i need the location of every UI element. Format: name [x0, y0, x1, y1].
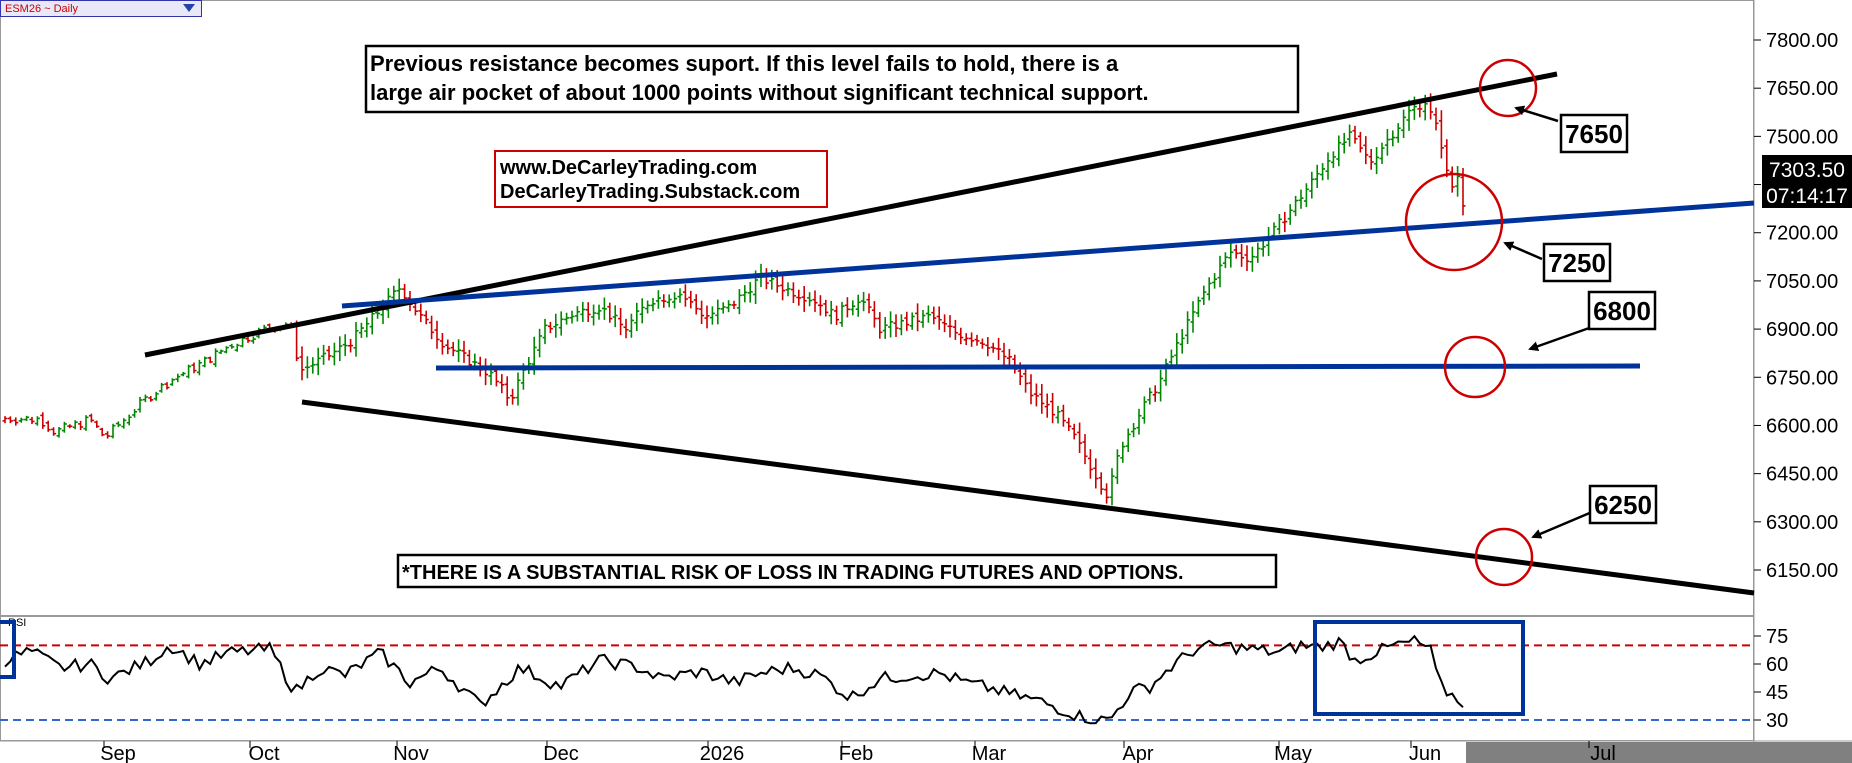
rsi-panel-frame: [0, 616, 1754, 741]
price-tick-label: 6750.00: [1766, 367, 1838, 389]
price-tick-label: 7050.00: [1766, 271, 1838, 293]
current-price-label: [1762, 155, 1852, 182]
rsi-highlight-box: [1313, 620, 1525, 716]
upper-channel-line: [144, 71, 1558, 358]
disclaimer-box: [396, 553, 1278, 589]
arrow-6250: [1531, 510, 1593, 539]
rsi-line: [4, 634, 1464, 725]
price-tick-label: 7800.00: [1766, 30, 1838, 52]
price-tick-label: 6450.00: [1766, 464, 1838, 486]
month-label: Jul: [1590, 743, 1616, 763]
chevron-down-icon[interactable]: [183, 4, 195, 12]
symbol-selector[interactable]: ESM26 ~ Daily: [0, 0, 202, 17]
current-price: 7303.50: [1769, 159, 1845, 182]
countdown-label: [1762, 182, 1852, 208]
month-label: Apr: [1122, 743, 1153, 763]
price-tick-label: 7500.00: [1766, 126, 1838, 148]
note-line-2: large air pocket of about 1000 points wi…: [370, 80, 1149, 105]
price-axis: 6150.00 6300.00 6450.00 6600.00 6750.00 6900.…: [1754, 30, 1838, 582]
lower-channel-line: [301, 399, 1755, 596]
website-line-2: DeCarleyTrading.Substack.com: [500, 181, 800, 203]
support-line-6800: [435, 363, 1641, 371]
month-label: Jun: [1409, 743, 1441, 763]
month-label: Feb: [839, 743, 873, 763]
target-circle-6800: [1443, 335, 1507, 399]
rsi-tick-label: 75: [1766, 626, 1788, 648]
website-box: [494, 150, 828, 208]
callout-box-7250: [1542, 242, 1612, 283]
month-label: Dec: [543, 743, 579, 763]
disclaimer-text: *THERE IS A SUBSTANTIAL RISK OF LOSS IN …: [402, 562, 1184, 584]
price-tick-label: 7200.00: [1766, 223, 1838, 245]
arrow-6800: [1528, 325, 1593, 352]
target-circle-7650: [1478, 58, 1538, 118]
month-label: Nov: [393, 743, 429, 763]
price-tick-label: 6600.00: [1766, 415, 1838, 437]
price-tick-label: 6900.00: [1766, 319, 1838, 341]
month-label: Mar: [972, 743, 1007, 763]
price-tick-label: 6300.00: [1766, 512, 1838, 534]
price-tick-label: 6150.00: [1766, 560, 1838, 582]
symbol-label: ESM26 ~ Daily: [5, 3, 79, 15]
callout-7250: 7250: [1548, 248, 1606, 278]
countdown: 07:14:17: [1766, 185, 1848, 208]
month-label: Oct: [248, 743, 280, 763]
callout-box-7650: [1559, 113, 1629, 154]
callout-box-6800: [1587, 290, 1657, 331]
rsi-tick-label: 60: [1766, 654, 1788, 676]
note-box: [364, 44, 1300, 114]
rsi-highlight-left: [0, 620, 16, 679]
callout-7650: 7650: [1565, 119, 1623, 149]
callout-6800: 6800: [1593, 296, 1651, 326]
target-circle-7250: [1404, 172, 1504, 272]
rsi-tick-label: 30: [1766, 710, 1788, 732]
target-circle-6250: [1474, 527, 1534, 587]
month-label: May: [1274, 743, 1312, 763]
arrow-7650: [1514, 105, 1559, 123]
website-line-1: www.DeCarleyTrading.com: [499, 157, 757, 179]
rsi-tick-label: 45: [1766, 682, 1788, 704]
callout-box-6250: [1588, 484, 1658, 525]
time-axis: Sep Oct Nov Dec 2026 Feb Mar Apr May Jun Jul: [100, 741, 1616, 763]
future-time-region: [1466, 742, 1852, 763]
price-tick-label: 7650.00: [1766, 78, 1838, 100]
support-line-7250: [341, 200, 1755, 309]
month-label: Sep: [100, 743, 136, 763]
arrow-7250: [1503, 241, 1543, 261]
callout-6250: 6250: [1594, 490, 1652, 520]
month-label: 2026: [700, 743, 745, 763]
rsi-axis: 30 45 60 75: [1754, 626, 1788, 732]
note-line-1: Previous resistance becomes suport. If t…: [370, 51, 1119, 76]
